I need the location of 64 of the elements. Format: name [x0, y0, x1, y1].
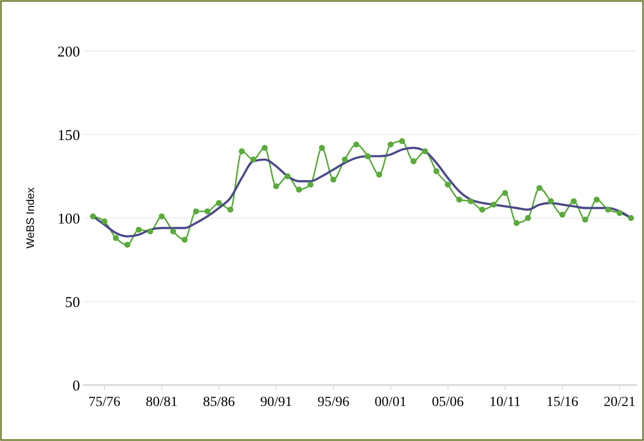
point: [147, 228, 154, 234]
x-tick-label: 10/11: [489, 395, 521, 410]
y-tick-label: 0: [72, 378, 80, 394]
point: [479, 206, 486, 213]
point: [364, 153, 371, 160]
y-tick-label: 50: [65, 294, 80, 311]
point: [170, 228, 176, 234]
x-tick-label: 80/81: [146, 395, 178, 410]
x-tick-label: 90/91: [260, 395, 292, 410]
point: [536, 184, 542, 191]
point: [490, 202, 497, 208]
point: [227, 206, 234, 213]
point: [330, 176, 336, 183]
x-tick-label: 20/21: [604, 395, 636, 410]
point: [262, 144, 268, 151]
point: [582, 216, 588, 223]
point: [548, 198, 554, 204]
point: [342, 156, 348, 163]
point: [376, 172, 382, 178]
y-tick-label: 200: [58, 44, 80, 60]
point: [158, 213, 165, 220]
point: [559, 212, 566, 218]
point: [605, 206, 612, 213]
point: [193, 208, 200, 214]
point: [182, 236, 188, 243]
point: [124, 242, 130, 248]
point: [250, 156, 256, 163]
x-tick-label: 95/96: [317, 395, 350, 410]
point: [284, 173, 291, 180]
point: [101, 218, 108, 224]
point: [216, 200, 222, 206]
point: [594, 196, 600, 203]
point: [204, 208, 210, 214]
point: [353, 142, 360, 148]
point: [422, 148, 428, 154]
y-tick-label: 100: [58, 211, 80, 228]
point: [444, 182, 451, 188]
point: [502, 190, 508, 196]
y-axis-title: WeBS Index: [25, 187, 37, 248]
point: [433, 168, 440, 174]
point: [399, 138, 406, 144]
point: [273, 183, 280, 190]
point: [136, 226, 142, 233]
y-tick-label: 150: [58, 128, 80, 144]
point: [514, 220, 520, 226]
point: [296, 186, 302, 193]
point: [318, 144, 325, 151]
x-tick-label: 75/76: [88, 395, 120, 410]
x-tick-label: 00/01: [374, 395, 407, 410]
point: [410, 158, 417, 164]
point: [456, 196, 462, 203]
point: [307, 182, 314, 188]
point: [90, 213, 96, 220]
point: [388, 142, 394, 148]
x-tick-label: 05/06: [432, 395, 464, 410]
point: [524, 215, 531, 221]
point: [238, 148, 245, 154]
point: [112, 235, 119, 242]
point: [616, 210, 623, 216]
x-tick-label: 85/86: [202, 395, 235, 410]
point: [468, 198, 474, 204]
x-tick-label: 15/16: [546, 395, 578, 410]
point: [628, 215, 634, 221]
point: [570, 198, 577, 204]
